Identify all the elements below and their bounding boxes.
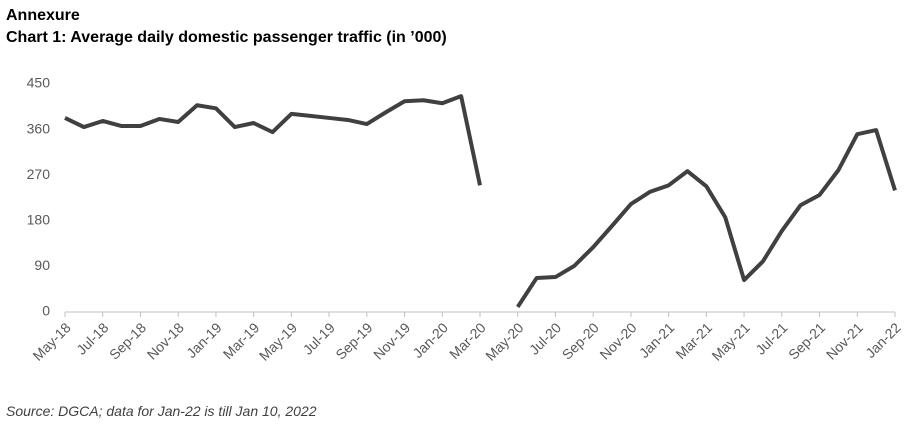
- x-tick-label: May-18: [29, 319, 73, 363]
- x-tick-label: May-20: [482, 319, 526, 363]
- series-line: [64, 94, 897, 309]
- y-tick-label: 270: [27, 166, 51, 182]
- y-tick-label: 450: [27, 75, 51, 91]
- x-tick-label: May-21: [709, 319, 753, 363]
- x-tick-label: Mar-20: [446, 319, 489, 362]
- x-tick-label: Sep-19: [332, 319, 375, 362]
- x-tick-label: Nov-19: [370, 319, 413, 362]
- x-tick-label: Jan-22: [862, 319, 904, 361]
- x-tick-label: Jan-21: [636, 319, 678, 361]
- x-tick-label: May-19: [256, 319, 300, 363]
- chart-title: Chart 1: Average daily domestic passenge…: [6, 29, 447, 46]
- y-tick-label: 90: [34, 257, 50, 273]
- source-note: Source: DGCA; data for Jan-22 is till Ja…: [6, 403, 317, 419]
- x-tick-label: Sep-18: [106, 319, 149, 362]
- x-tick-label: Nov-20: [596, 319, 639, 362]
- x-tick-label: Nov-21: [823, 319, 866, 362]
- x-tick-label: Sep-21: [785, 319, 828, 362]
- x-tick-label: Mar-19: [220, 319, 263, 362]
- x-tick-label: Jan-19: [183, 319, 225, 361]
- y-tick-label: 180: [27, 212, 51, 228]
- heading: Annexure: [6, 7, 80, 24]
- x-tick-label: Nov-18: [144, 319, 187, 362]
- y-tick-label: 360: [27, 120, 51, 136]
- x-tick-label: Sep-20: [559, 319, 602, 362]
- y-tick-label: 0: [42, 303, 50, 319]
- x-tick-label: Jan-20: [409, 319, 451, 361]
- x-tick-label: Mar-21: [672, 319, 715, 362]
